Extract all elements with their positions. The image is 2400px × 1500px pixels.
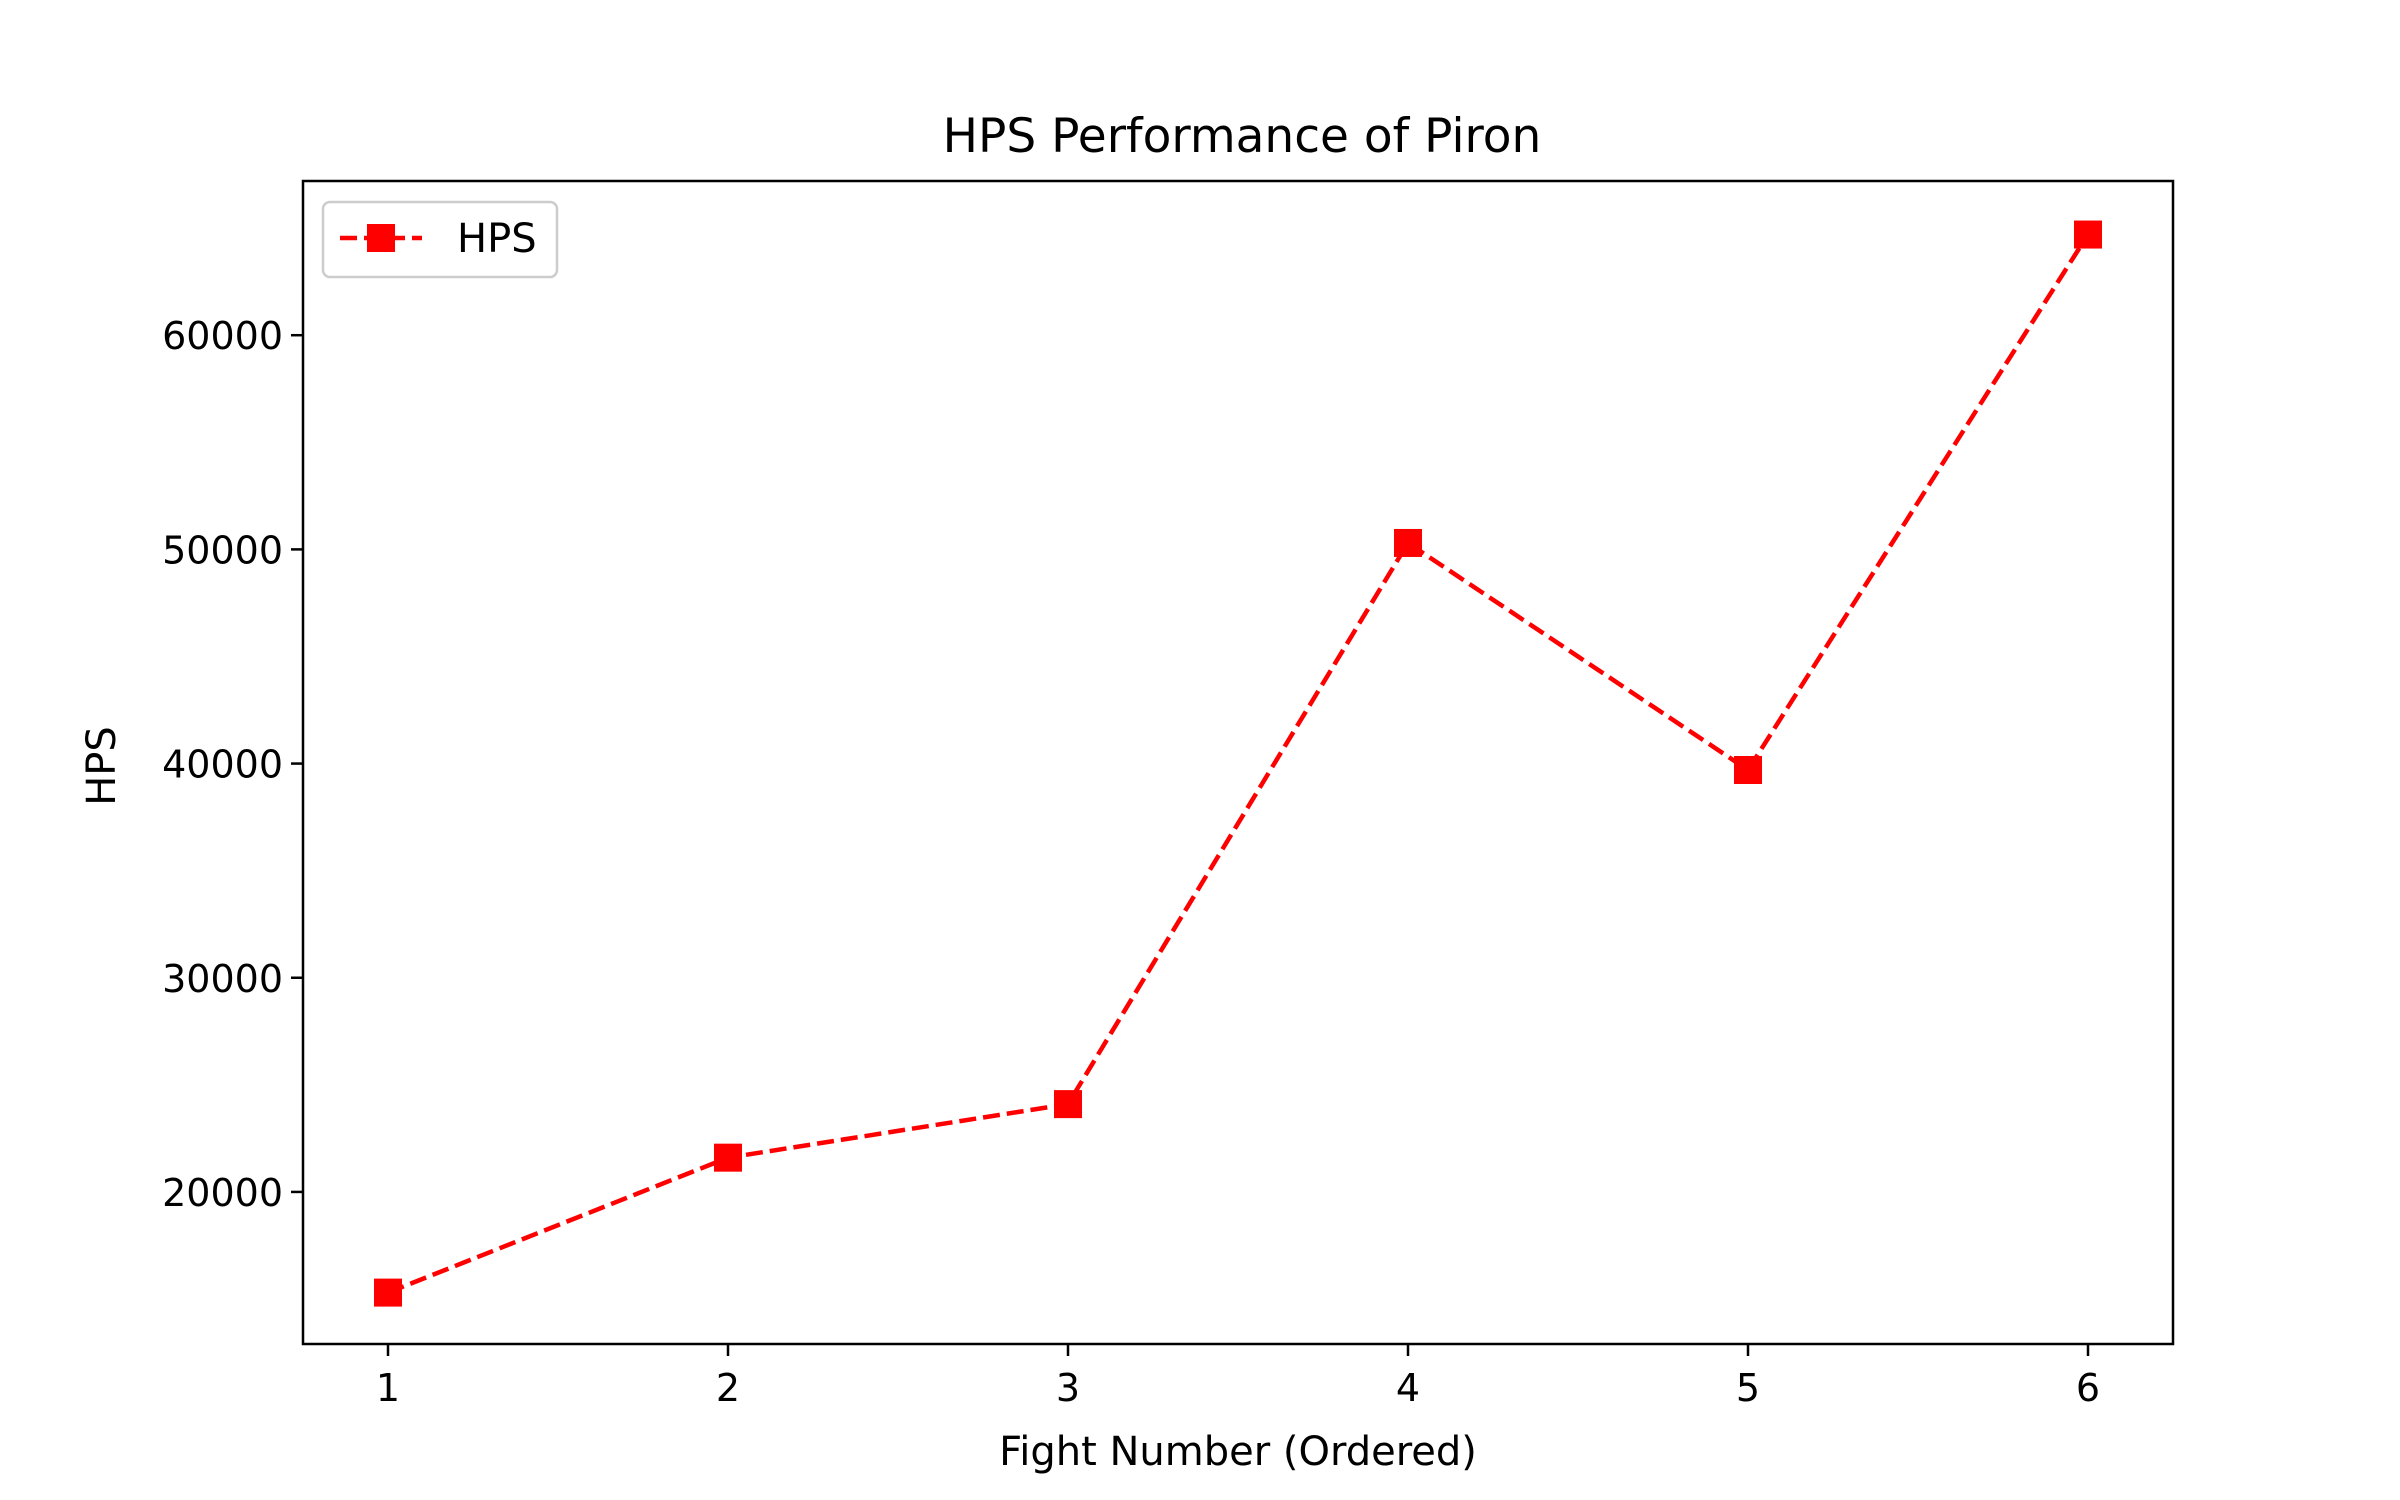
- x-tick-label: 6: [2076, 1366, 2100, 1410]
- data-point-marker: [374, 1278, 402, 1307]
- legend-box: [321, 200, 559, 279]
- y-tick-label: 60000: [162, 314, 283, 358]
- series-layer: [374, 220, 2102, 1307]
- x-tick-label: 5: [1736, 1366, 1760, 1410]
- series-line-hps: [387, 233, 2090, 1295]
- chart-title: HPS Performance of Piron: [943, 109, 1542, 164]
- y-tick-label: 50000: [162, 528, 283, 572]
- x-tick-label: 3: [1056, 1366, 1080, 1410]
- x-axis-ticks: 1 2 3 4 5 6: [376, 1344, 2100, 1410]
- x-axis-label: Fight Number (Ordered): [999, 1429, 1477, 1475]
- data-point-marker: [1734, 755, 1762, 784]
- y-tick-label: 40000: [162, 743, 283, 787]
- legend-marker-swatch: [367, 224, 395, 252]
- y-tick-label: 20000: [162, 1171, 283, 1215]
- y-axis-label: HPS: [79, 726, 125, 806]
- data-point-marker: [1394, 528, 1422, 557]
- y-tick-label: 30000: [162, 957, 283, 1001]
- x-tick-label: 1: [376, 1366, 400, 1410]
- x-tick-label: 4: [1396, 1366, 1420, 1410]
- plot-area-frame: [301, 179, 2175, 1346]
- legend-label: HPS: [457, 216, 537, 262]
- legend: HPS: [321, 200, 559, 279]
- data-point-marker: [1054, 1090, 1082, 1119]
- data-point-marker: [2074, 220, 2102, 249]
- x-tick-label: 2: [716, 1366, 740, 1410]
- y-axis-ticks: 20000 30000 40000 50000 60000: [162, 314, 303, 1215]
- data-point-marker: [714, 1143, 742, 1172]
